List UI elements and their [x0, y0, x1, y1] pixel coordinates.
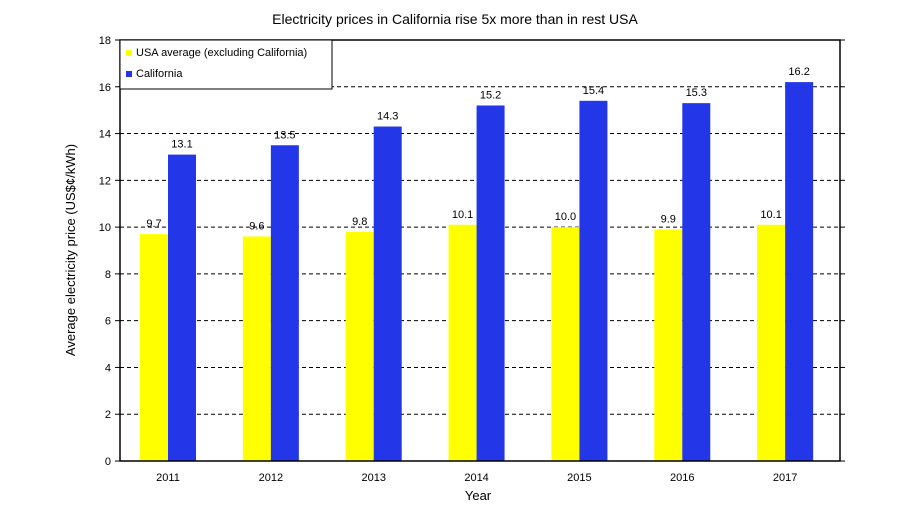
y-tick-label: 0	[105, 456, 111, 468]
bar-usa-2011	[140, 234, 168, 461]
x-tick-label: 2014	[464, 472, 488, 484]
data-label: 15.3	[686, 87, 707, 99]
y-tick-label: 16	[99, 82, 111, 94]
x-tick-label: 2015	[567, 472, 591, 484]
bar-usa-2013	[345, 231, 374, 461]
bar-usa-2017	[757, 224, 786, 461]
bar-california-2011	[168, 154, 196, 461]
y-axis-label: Average electricity price (US$¢/kWh)	[63, 144, 78, 356]
bar-usa-2015	[551, 227, 580, 461]
data-label: 10.0	[555, 211, 576, 223]
legend-swatch-california	[126, 71, 132, 77]
data-label: 10.1	[760, 209, 781, 221]
bar-usa-2016	[654, 229, 683, 461]
x-axis-label: Year	[465, 488, 492, 503]
plot-frame	[119, 39, 841, 462]
x-tick-label: 2017	[773, 472, 797, 484]
data-label: 15.2	[480, 89, 501, 101]
bar-california-2013	[373, 126, 402, 462]
data-label: 9.8	[352, 216, 367, 228]
legend: USA average (excluding California) Calif…	[119, 39, 333, 90]
y-tick-label: 6	[105, 316, 111, 328]
data-label: 10.1	[452, 209, 473, 221]
bar-california-2016	[682, 103, 711, 462]
x-axis: 2011 2012 2013 2014 2015 2016 2017	[156, 472, 797, 484]
data-label: 13.5	[274, 129, 295, 141]
legend-label-usa: USA average (excluding California)	[136, 47, 307, 59]
y-tick-label: 14	[99, 129, 111, 141]
x-tick-label: 2011	[156, 472, 180, 484]
bar-california-2017	[785, 82, 814, 461]
bar-usa-2014	[448, 224, 477, 461]
data-label: 13.1	[171, 139, 192, 151]
legend-box	[119, 39, 333, 90]
data-label: 14.3	[377, 111, 398, 123]
chart-title: Electricity prices in California rise 5x…	[272, 11, 638, 27]
bar-california-2015	[579, 100, 608, 462]
x-tick-label: 2013	[361, 472, 385, 484]
data-label: 9.7	[146, 218, 161, 230]
data-label: 16.2	[788, 66, 809, 78]
bar-california-2014	[476, 105, 505, 461]
y-tick-label: 10	[99, 222, 111, 234]
bar-california-2012	[270, 145, 299, 461]
data-label: 9.9	[661, 213, 676, 225]
y-tick-label: 12	[99, 175, 111, 187]
data-label: 9.6	[249, 220, 264, 232]
x-tick-label: 2016	[670, 472, 694, 484]
y-tick-label: 8	[105, 269, 111, 281]
data-labels: 9.7 13.1 9.6 13.5 9.8 14.3 10.1 15.2 10.0 15.4 9.9…	[146, 66, 810, 232]
y-tick-label: 18	[99, 35, 111, 47]
x-tick-label: 2012	[259, 472, 283, 484]
bars	[140, 82, 814, 462]
legend-label-california: California	[136, 68, 183, 80]
y-tick-label: 4	[105, 362, 111, 374]
bar-usa-2012	[242, 236, 271, 461]
data-label: 15.4	[583, 85, 604, 97]
y-axis: 0 2 4 6 8 10 12 14 16 18	[99, 35, 845, 468]
y-tick-label: 2	[105, 409, 111, 421]
legend-swatch-usa	[126, 50, 132, 56]
